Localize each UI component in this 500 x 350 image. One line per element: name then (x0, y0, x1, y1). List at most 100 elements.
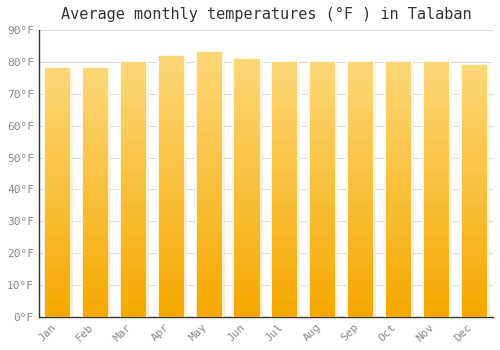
Bar (196, 290, 223, 297)
Bar (347, 253, 374, 259)
Bar (82, 155, 109, 161)
Bar (196, 218, 223, 224)
Bar (347, 234, 374, 240)
Bar (460, 90, 488, 97)
Bar (82, 298, 109, 304)
Bar (309, 62, 336, 68)
Bar (158, 56, 185, 317)
Bar (82, 273, 109, 280)
Bar (158, 271, 185, 278)
Bar (347, 247, 374, 253)
Bar (271, 151, 298, 158)
Bar (460, 304, 488, 310)
Bar (120, 113, 147, 119)
Bar (385, 126, 412, 132)
Bar (347, 266, 374, 272)
Bar (44, 124, 72, 131)
Bar (347, 221, 374, 228)
Bar (82, 261, 109, 267)
Bar (158, 180, 185, 186)
Bar (385, 272, 412, 279)
Bar (347, 62, 374, 68)
Bar (422, 279, 450, 285)
Bar (460, 172, 488, 178)
Bar (309, 81, 336, 88)
Bar (347, 158, 374, 164)
Bar (158, 75, 185, 82)
Bar (271, 113, 298, 119)
Bar (234, 201, 260, 207)
Bar (422, 291, 450, 298)
Bar (385, 68, 412, 75)
Bar (44, 87, 72, 93)
Bar (196, 284, 223, 290)
Bar (422, 132, 450, 138)
Bar (234, 142, 260, 149)
Bar (44, 68, 72, 75)
Bar (385, 209, 412, 215)
Bar (44, 261, 72, 267)
Bar (158, 82, 185, 88)
Bar (347, 240, 374, 247)
Bar (271, 88, 298, 94)
Bar (82, 267, 109, 273)
Bar (158, 206, 185, 212)
Bar (385, 62, 412, 68)
Bar (309, 304, 336, 310)
Bar (271, 94, 298, 100)
Bar (271, 62, 298, 68)
Bar (385, 138, 412, 145)
Bar (309, 100, 336, 106)
Bar (82, 224, 109, 230)
Bar (385, 100, 412, 106)
Bar (82, 211, 109, 217)
Bar (158, 134, 185, 140)
Title: Average monthly temperatures (°F ) in Talaban: Average monthly temperatures (°F ) in Ta… (60, 7, 471, 22)
Bar (309, 247, 336, 253)
Bar (120, 100, 147, 106)
Bar (120, 151, 147, 158)
Bar (44, 136, 72, 143)
Bar (422, 62, 450, 317)
Bar (234, 181, 260, 188)
Bar (120, 68, 147, 75)
Bar (460, 222, 488, 229)
Bar (44, 292, 72, 298)
Bar (120, 298, 147, 304)
Bar (422, 272, 450, 279)
Bar (158, 160, 185, 167)
Bar (460, 247, 488, 254)
Bar (158, 56, 185, 62)
Bar (44, 161, 72, 168)
Bar (82, 75, 109, 81)
Bar (309, 113, 336, 119)
Bar (120, 81, 147, 88)
Bar (234, 130, 260, 136)
Bar (120, 272, 147, 279)
Bar (234, 117, 260, 123)
Bar (196, 132, 223, 138)
Bar (385, 298, 412, 304)
Bar (82, 81, 109, 87)
Bar (234, 65, 260, 72)
Bar (234, 310, 260, 317)
Bar (44, 211, 72, 217)
Bar (234, 265, 260, 272)
Bar (385, 310, 412, 317)
Bar (44, 155, 72, 161)
Bar (385, 234, 412, 240)
Bar (460, 122, 488, 128)
Bar (234, 194, 260, 201)
Bar (347, 100, 374, 106)
Bar (158, 238, 185, 245)
Bar (347, 151, 374, 158)
Bar (271, 170, 298, 177)
Bar (196, 138, 223, 145)
Bar (271, 234, 298, 240)
Bar (271, 138, 298, 145)
Bar (82, 186, 109, 193)
Bar (347, 138, 374, 145)
Bar (120, 75, 147, 81)
Bar (347, 119, 374, 126)
Bar (271, 158, 298, 164)
